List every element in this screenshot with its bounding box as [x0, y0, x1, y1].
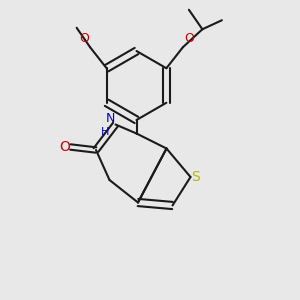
Text: S: S — [191, 170, 200, 184]
Text: O: O — [184, 32, 194, 45]
Text: O: O — [79, 32, 89, 45]
Text: O: O — [59, 140, 70, 154]
Text: N: N — [105, 112, 115, 125]
Text: H: H — [101, 127, 109, 137]
